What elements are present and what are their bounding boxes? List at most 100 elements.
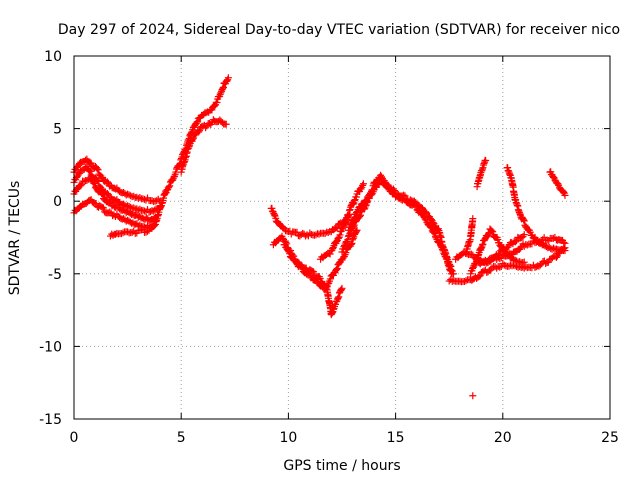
series-arc-11	[344, 174, 457, 278]
data-point	[324, 228, 332, 236]
data-point	[347, 220, 355, 228]
data-point	[333, 265, 341, 273]
data-point	[362, 198, 370, 206]
data-point	[293, 228, 301, 236]
data-point	[89, 178, 97, 186]
x-tick-label: 10	[279, 430, 297, 446]
data-point	[360, 205, 368, 213]
data-point	[99, 204, 107, 212]
data-point	[268, 204, 276, 212]
series-arc-9	[280, 240, 346, 319]
data-point	[338, 248, 346, 256]
data-point	[346, 230, 354, 238]
data-point	[316, 274, 324, 282]
data-point	[430, 228, 438, 236]
data-point	[431, 230, 439, 238]
data-point	[321, 229, 329, 237]
plot-frame	[73, 55, 611, 420]
data-point	[496, 263, 504, 271]
y-tick-label: 0	[53, 194, 62, 210]
x-tick-label: 5	[177, 430, 186, 446]
data-point	[552, 253, 560, 261]
data-point	[192, 119, 200, 127]
data-point	[213, 99, 221, 107]
data-point	[344, 226, 352, 234]
data-point	[517, 244, 525, 252]
data-point	[87, 159, 95, 167]
data-point	[561, 247, 569, 255]
x-axis-label: GPS time / hours	[283, 458, 400, 474]
data-point	[270, 211, 278, 219]
data-point	[356, 212, 364, 220]
data-point	[348, 239, 356, 247]
data-point	[93, 165, 101, 173]
series-arc-1	[70, 155, 164, 206]
data-point	[92, 199, 100, 207]
data-point	[103, 178, 111, 186]
data-point	[136, 193, 144, 201]
data-point	[347, 240, 355, 248]
series-outlier	[469, 392, 477, 400]
data-point	[353, 226, 361, 234]
data-point	[130, 204, 138, 212]
data-point	[528, 240, 536, 248]
data-point	[523, 241, 531, 249]
data-point	[312, 231, 320, 239]
data-point	[438, 246, 446, 254]
data-point	[432, 234, 440, 242]
series-arc-5	[106, 74, 232, 240]
data-point	[336, 231, 344, 239]
data-point	[363, 196, 371, 204]
y-tick-label: 10	[44, 49, 62, 65]
data-point	[449, 270, 457, 278]
data-point	[520, 242, 528, 250]
data-point	[446, 262, 454, 270]
data-point	[166, 182, 174, 190]
data-point	[482, 157, 490, 165]
data-point	[151, 221, 159, 229]
data-point	[189, 135, 197, 143]
data-point	[335, 293, 343, 301]
data-point	[476, 272, 484, 280]
data-point	[94, 166, 102, 174]
data-point	[350, 197, 358, 205]
x-tick-label: 0	[70, 430, 79, 446]
data-point	[189, 134, 197, 142]
data-point	[356, 211, 364, 219]
data-point	[344, 236, 352, 244]
data-point	[437, 242, 445, 250]
y-tick-label: -15	[39, 412, 62, 428]
data-point	[139, 206, 147, 214]
data-point	[510, 255, 518, 263]
data-point	[494, 236, 502, 244]
data-point	[352, 193, 360, 201]
data-point	[356, 204, 364, 212]
data-point	[341, 242, 349, 250]
data-point	[139, 195, 147, 203]
data-point	[338, 284, 346, 292]
grid	[74, 56, 610, 419]
data-point	[489, 228, 497, 236]
data-point	[223, 77, 231, 85]
data-point	[467, 270, 475, 278]
data-point	[222, 120, 230, 128]
series-arc-18	[473, 156, 490, 191]
data-point	[224, 74, 232, 82]
data-point	[561, 191, 569, 199]
data-point	[284, 247, 292, 255]
data-point	[77, 182, 85, 190]
data-point	[106, 198, 114, 206]
data-point	[85, 166, 93, 174]
series-arc-3	[70, 174, 159, 225]
data-point	[334, 294, 342, 302]
data-point	[469, 392, 477, 400]
data-point	[219, 83, 227, 91]
data-point	[488, 227, 496, 235]
data-point	[165, 183, 173, 191]
data-point	[520, 231, 528, 239]
data-point	[217, 89, 225, 97]
data-point	[374, 181, 382, 189]
data-point	[560, 239, 568, 247]
data-point	[130, 192, 138, 200]
